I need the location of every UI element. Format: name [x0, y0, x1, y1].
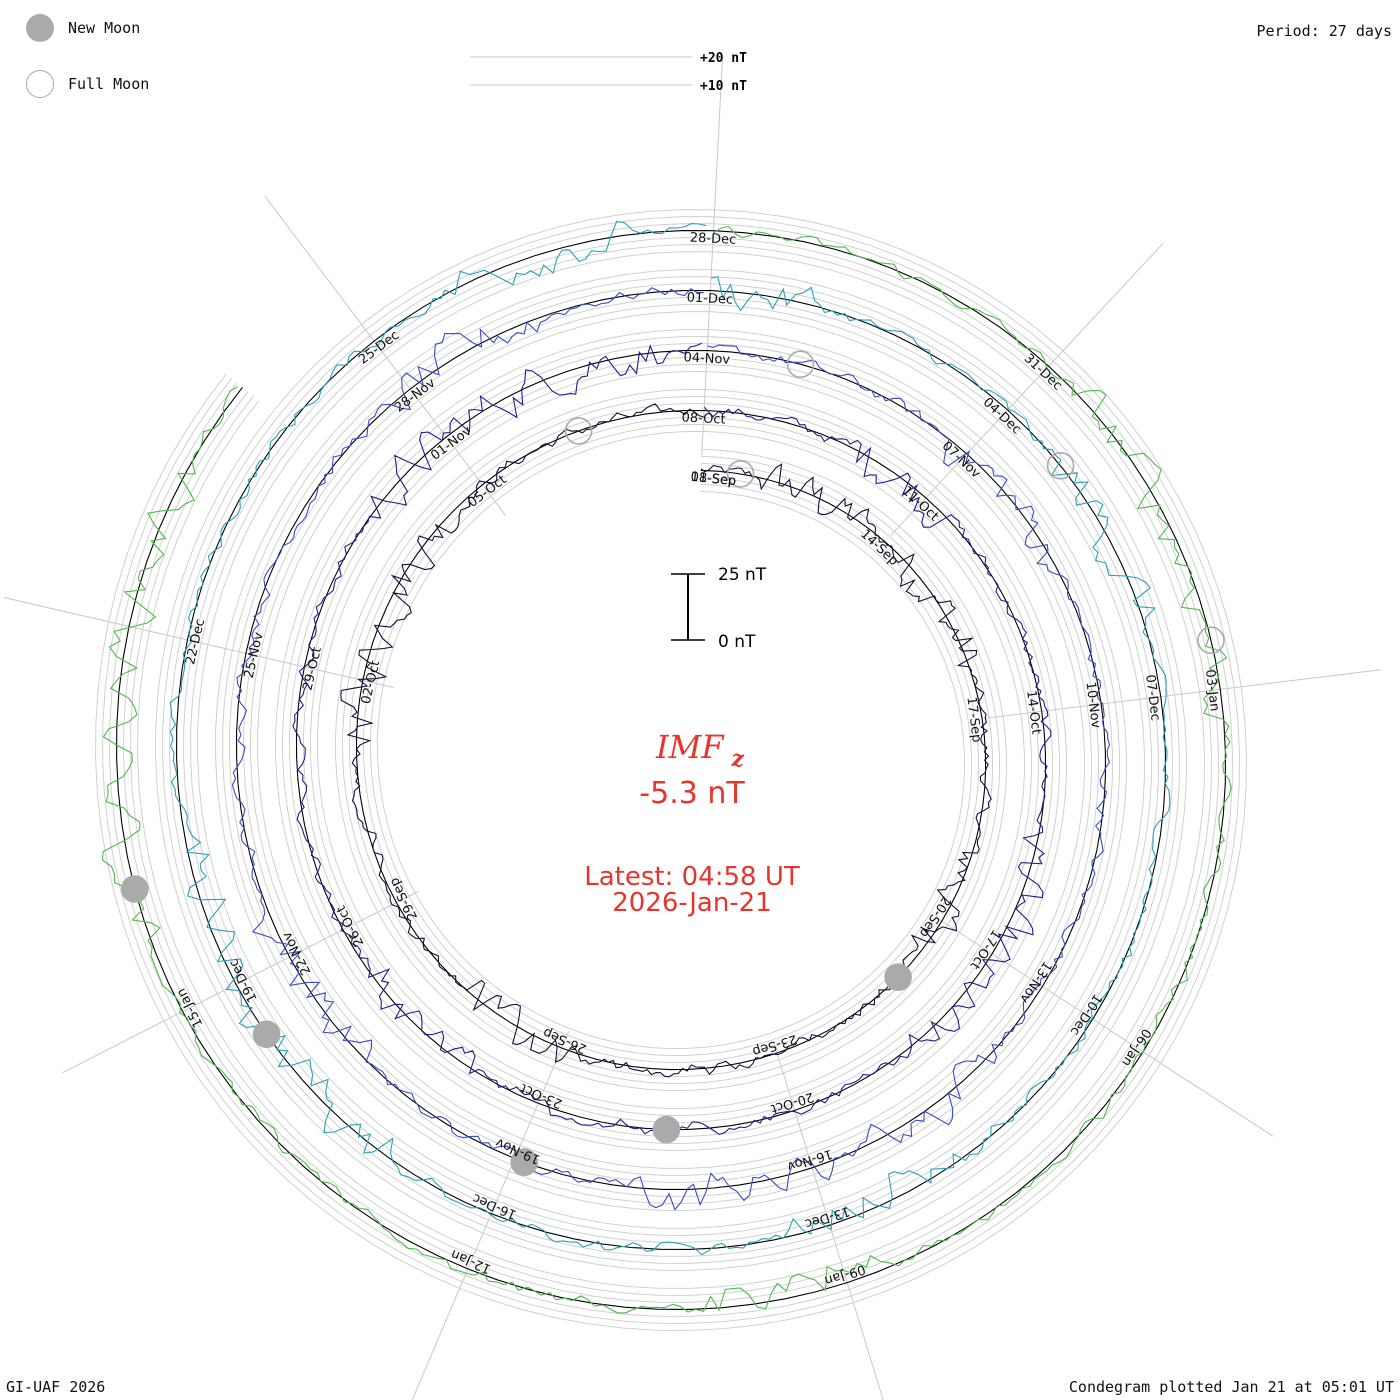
date-label: 10-Nov [1082, 681, 1103, 729]
date-label: 26-Oct [334, 903, 367, 949]
latest-date: 2026-Jan-21 [612, 888, 772, 918]
date-label: 28-Nov [392, 376, 438, 416]
date-label: 22-Nov [280, 929, 315, 978]
sector-spoke [264, 195, 506, 516]
moon-markers [121, 350, 1225, 1176]
bz-trace-1 [340, 403, 992, 1078]
date-label: 04-Nov [683, 350, 731, 367]
bz-trace-3 [231, 287, 1111, 1211]
sector-spoke [890, 242, 1164, 536]
date-label: 02-Oct [359, 659, 384, 705]
legend-full-moon-label: Full Moon [68, 75, 150, 93]
date-label: 11-Sep [690, 470, 737, 489]
date-label: 14-Oct [1023, 690, 1043, 736]
full-moon-marker [786, 350, 815, 379]
date-label: 08-Sep [690, 470, 737, 489]
period-label: Period: 27 days [1256, 22, 1392, 40]
new-moon-marker [884, 963, 912, 992]
bz-traces [101, 220, 1232, 1314]
reference-rings [95, 209, 1247, 1331]
date-label: 10-Dec [1067, 991, 1105, 1038]
date-label: 29-Oct [300, 646, 325, 692]
date-label: 13-Nov [1016, 958, 1054, 1006]
full-moon-marker [726, 460, 755, 488]
quantity-title: IMF z [655, 728, 745, 772]
legend-new-moon-label: New Moon [68, 19, 141, 37]
date-label: 06-Jan [1118, 1026, 1153, 1069]
scale-bar-top-label: 25 nT [718, 565, 767, 585]
date-label: 26-Sep [541, 1024, 589, 1056]
credit-label: GI-UAF 2026 [6, 1378, 106, 1396]
date-label: 28-Dec [689, 231, 736, 248]
date-label: 19-Dec [226, 956, 260, 1004]
full-moon-marker [564, 417, 593, 445]
full-moon-icon [26, 70, 54, 98]
reference-label: +10 nT [700, 79, 747, 94]
scale-bar: 25 nT 0 nT [671, 565, 767, 652]
sector-spoke [3, 597, 394, 689]
full-moon-marker [1197, 626, 1225, 655]
date-label: 04-Dec [980, 395, 1024, 438]
grid-ring [123, 237, 1219, 1303]
reference-label: +20 nT [700, 51, 747, 66]
sector-spoke [937, 917, 1274, 1137]
grid-ring [95, 209, 1247, 1331]
new-moon-marker [510, 1148, 539, 1176]
bz-trace-5 [101, 225, 1232, 1314]
full-moon-marker [1046, 451, 1075, 480]
date-label: 07-Dec [1142, 674, 1163, 722]
sector-spoke [983, 669, 1381, 719]
date-label: 03-Jan [1202, 669, 1222, 713]
new-moon-marker [121, 875, 149, 903]
sector-spoke [701, 55, 724, 456]
reference-labels: +20 nT +10 nT [470, 51, 747, 94]
latest-time: Latest: 04:58 UT [584, 862, 800, 892]
date-label: 14-Sep [857, 527, 901, 569]
current-value: -5.3 nT [639, 776, 745, 811]
date-label: 25-Dec [356, 328, 402, 368]
date-label: 05-Oct [465, 472, 509, 511]
grid-ring [130, 244, 1212, 1296]
legend-new-moon: New Moon [26, 14, 140, 42]
date-label: 01-Nov [428, 424, 474, 464]
bz-trace-4 [169, 220, 1171, 1256]
date-label: 11-Oct [899, 484, 941, 525]
grid-ring [109, 223, 1233, 1317]
date-label: 01-Dec [686, 290, 733, 307]
new-moon-icon [26, 14, 54, 42]
legend-full-moon: Full Moon [26, 70, 149, 98]
plotted-label: Condegram plotted Jan 21 at 05:01 UT [1068, 1378, 1394, 1396]
date-label: 29-Sep [387, 875, 421, 923]
new-moon-marker [652, 1115, 681, 1144]
date-label: 07-Nov [939, 439, 984, 482]
scale-bar-bottom-label: 0 nT [718, 632, 756, 652]
grid-ring [102, 216, 1240, 1324]
date-label: 17-Sep [963, 696, 983, 743]
center-readout: IMF z -5.3 nT Latest: 04:58 UT 2026-Jan-2… [584, 728, 800, 918]
sector-spoke [62, 890, 419, 1074]
date-label: 23-Oct [518, 1080, 564, 1111]
grid-ring [137, 251, 1205, 1289]
new-moon-marker [252, 1020, 281, 1049]
date-label: 08-Oct [681, 410, 726, 427]
sector-spoke [773, 1041, 884, 1400]
date-label: 15-Jan [174, 986, 206, 1030]
